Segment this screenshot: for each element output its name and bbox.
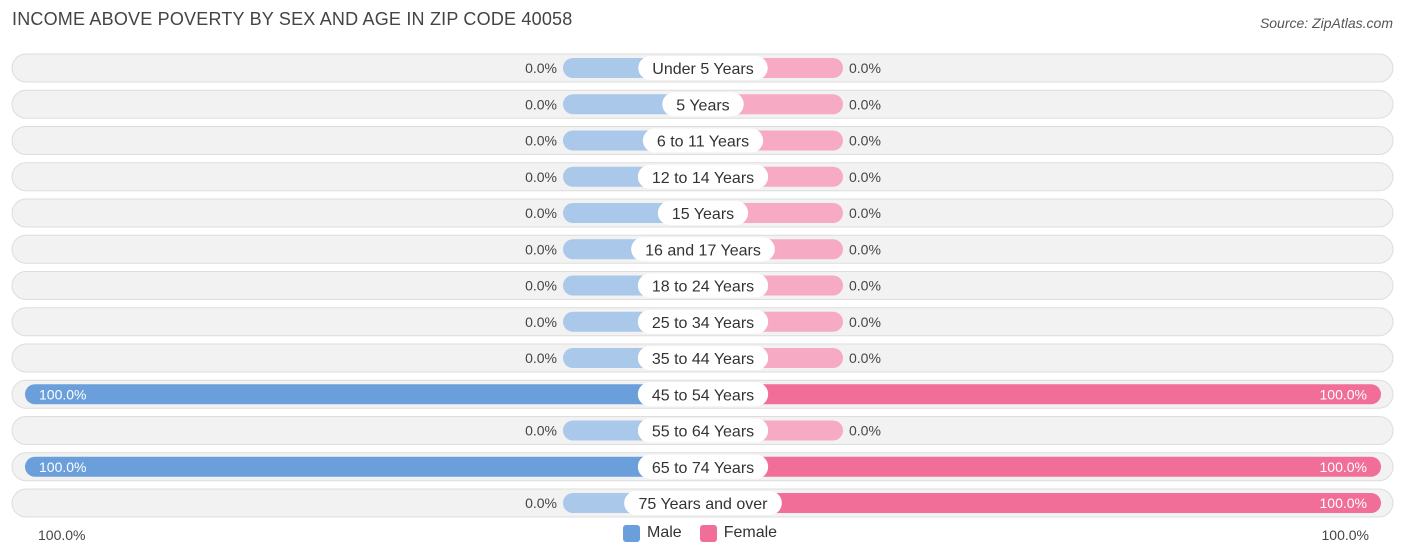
female-bar-45-to-54-years — [703, 384, 1381, 405]
female-value-label-45-to-54-years: 100.0% — [1320, 386, 1367, 402]
chart-canvas: 0.0% 0.0% Under 5 Years 0.0% 0.0% 5 Years 0.0%… — [11, 53, 1394, 518]
female-value-label-35-to-44-years: 0.0% — [849, 350, 881, 366]
category-pill-16-and-17-years — [631, 237, 775, 262]
category-label-25-to-34-years: 25 to 34 Years — [652, 315, 754, 332]
male-bar-45-to-54-years — [25, 384, 703, 405]
category-label-under-5-years: Under 5 Years — [652, 61, 753, 78]
female-bar-75-years-and-over — [703, 493, 1381, 513]
source-label: Source: ZipAtlas.com — [1259, 15, 1393, 31]
male-value-label-18-to-24-years: 0.0% — [525, 278, 557, 294]
category-pill-35-to-44-years — [637, 346, 769, 370]
category-pill-5-years — [662, 92, 744, 117]
male-value-label-25-to-34-years: 0.0% — [525, 314, 557, 330]
category-pill-25-to-34-years — [637, 309, 769, 334]
male-value-label-45-to-54-years: 100.0% — [39, 386, 86, 402]
female-value-label-25-to-34-years: 0.0% — [849, 314, 881, 330]
female-value-label-5-years: 0.0% — [849, 96, 881, 112]
category-pill-15-years — [657, 201, 749, 225]
axis-left-label: 100.0% — [38, 527, 86, 543]
male-value-label-6-to-11-years: 0.0% — [525, 133, 557, 149]
legend-swatch-female — [699, 524, 717, 542]
category-pill-6-to-11-years — [642, 128, 764, 153]
category-pill-18-to-24-years — [637, 273, 769, 298]
category-label-35-to-44-years: 35 to 44 Years — [652, 351, 754, 368]
legend-swatch-male — [623, 524, 640, 542]
female-value-label-12-to-14-years: 0.0% — [849, 169, 881, 185]
female-value-label-15-years: 0.0% — [849, 205, 881, 221]
category-label-75-years-and-over: 75 Years and over — [639, 496, 769, 513]
female-value-label-6-to-11-years: 0.0% — [849, 133, 881, 149]
category-label-18-to-24-years: 18 to 24 Years — [652, 279, 754, 296]
legend: Male Female — [623, 524, 795, 542]
female-value-label-under-5-years: 0.0% — [849, 60, 881, 76]
male-value-label-5-years: 0.0% — [525, 96, 557, 112]
male-value-label-16-and-17-years: 0.0% — [525, 241, 557, 257]
male-value-label-65-to-74-years: 100.0% — [39, 459, 86, 475]
axis-right-label: 100.0% — [1321, 527, 1369, 543]
category-label-15-years: 15 Years — [672, 206, 734, 223]
male-value-label-under-5-years: 0.0% — [525, 60, 557, 76]
category-label-16-and-17-years: 16 and 17 Years — [645, 242, 761, 259]
category-label-6-to-11-years: 6 to 11 Years — [657, 134, 749, 151]
category-pill-65-to-74-years — [637, 454, 769, 479]
category-pill-55-to-64-years — [637, 418, 769, 443]
legend-item-male[interactable]: Male — [623, 524, 682, 542]
female-value-label-16-and-17-years: 0.0% — [849, 241, 881, 257]
category-pill-under-5-years — [638, 56, 768, 80]
category-label-12-to-14-years: 12 to 14 Years — [652, 170, 754, 187]
category-pill-12-to-14-years — [637, 164, 769, 189]
legend-label-male: Male — [647, 524, 682, 541]
category-pill-75-years-and-over — [624, 491, 782, 515]
female-value-label-75-years-and-over: 100.0% — [1320, 495, 1367, 511]
legend-item-female[interactable]: Female — [699, 524, 778, 542]
male-value-label-15-years: 0.0% — [525, 205, 557, 221]
male-value-label-55-to-64-years: 0.0% — [525, 423, 557, 439]
legend-label-female: Female — [723, 524, 778, 541]
category-label-55-to-64-years: 55 to 64 Years — [652, 424, 754, 441]
male-value-label-75-years-and-over: 0.0% — [525, 495, 557, 511]
female-value-label-65-to-74-years: 100.0% — [1320, 459, 1367, 475]
male-bar-65-to-74-years — [25, 456, 703, 477]
category-label-5-years: 5 Years — [676, 97, 729, 114]
male-value-label-35-to-44-years: 0.0% — [525, 350, 557, 366]
female-bar-65-to-74-years — [703, 456, 1381, 477]
category-label-65-to-74-years: 65 to 74 Years — [652, 460, 754, 477]
female-value-label-55-to-64-years: 0.0% — [849, 423, 881, 439]
female-value-label-18-to-24-years: 0.0% — [849, 278, 881, 294]
male-value-label-12-to-14-years: 0.0% — [525, 169, 557, 185]
chart-title: INCOME ABOVE POVERTY BY SEX AND AGE IN Z… — [12, 9, 573, 29]
category-pill-45-to-54-years — [637, 382, 769, 407]
category-label-45-to-54-years: 45 to 54 Years — [652, 387, 754, 404]
